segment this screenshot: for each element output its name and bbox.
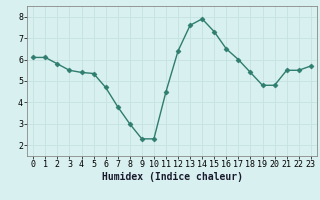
X-axis label: Humidex (Indice chaleur): Humidex (Indice chaleur) [101,172,243,182]
